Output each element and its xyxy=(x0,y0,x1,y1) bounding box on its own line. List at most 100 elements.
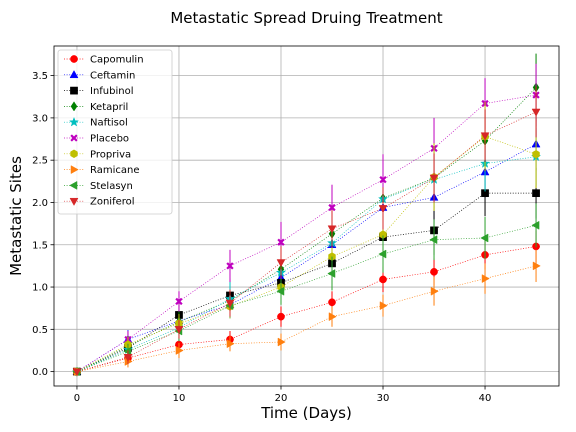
series-line xyxy=(76,192,537,372)
series-zoniferol xyxy=(72,86,541,377)
legend-label: Capomulin xyxy=(90,55,144,66)
data-point xyxy=(72,368,82,377)
x-tick-label: 10 xyxy=(173,393,186,404)
data-point xyxy=(429,235,438,245)
data-point xyxy=(123,353,133,362)
y-tick-label: 2.5 xyxy=(32,156,48,167)
data-point xyxy=(175,346,184,355)
legend-marker xyxy=(69,197,79,206)
data-point xyxy=(277,337,286,347)
data-point xyxy=(226,339,235,349)
x-axis-label: Time (Days) xyxy=(260,404,352,422)
legend: Capomulin Ceftamin Infubinol Ketapril Naftis… xyxy=(57,49,173,215)
legend-label: Ramicane xyxy=(90,165,140,176)
data-point xyxy=(379,301,388,311)
legend-item-infubinol: Infubinol xyxy=(64,86,134,97)
series-line xyxy=(76,224,537,372)
legend-label: Zoniferol xyxy=(90,197,135,208)
legend-marker xyxy=(70,86,78,95)
legend-label: Infubinol xyxy=(90,86,134,97)
ticks: 0 10 20 30 40 0.0 0.5 1.0 1.5 2.0 2.5 3.0 3.5 xyxy=(32,71,491,404)
series-line xyxy=(76,94,537,372)
data-point xyxy=(532,261,541,271)
series-layer xyxy=(71,53,542,377)
data-point xyxy=(480,233,489,243)
series-line xyxy=(76,87,537,372)
x-tick-label: 40 xyxy=(479,393,492,404)
legend-marker xyxy=(68,116,80,127)
y-tick-label: 3.5 xyxy=(32,71,48,82)
x-tick-label: 20 xyxy=(275,393,288,404)
data-point xyxy=(174,326,184,335)
series-line xyxy=(76,111,537,372)
y-tick-label: 0.0 xyxy=(32,367,48,378)
legend-item-zoniferol: Zoniferol xyxy=(64,197,135,208)
y-axis-label: Metastatic Sites xyxy=(7,156,25,276)
legend-marker xyxy=(69,180,78,190)
data-point xyxy=(327,225,337,234)
data-point xyxy=(378,249,387,259)
data-point xyxy=(531,220,540,230)
data-point xyxy=(531,108,541,117)
legend-item-ceftamin: Ceftamin xyxy=(64,70,135,81)
legend-label: Placebo xyxy=(90,134,129,145)
data-point xyxy=(327,269,336,278)
legend-label: Propriva xyxy=(90,149,131,160)
data-point xyxy=(225,299,235,308)
data-point xyxy=(328,312,337,322)
data-point xyxy=(378,205,388,214)
legend-item-capomulin: Capomulin xyxy=(64,55,144,66)
series-line xyxy=(76,156,537,372)
legend-box xyxy=(57,49,173,215)
series-ramicane xyxy=(73,249,541,377)
legend-label: Ketapril xyxy=(90,102,128,113)
data-point xyxy=(276,286,285,296)
data-point xyxy=(328,298,336,307)
series-stelasyn xyxy=(72,203,540,377)
data-point xyxy=(429,174,439,183)
legend-marker xyxy=(70,101,78,112)
data-point xyxy=(379,275,387,284)
legend-marker xyxy=(70,55,78,63)
data-point xyxy=(277,312,285,321)
data-point xyxy=(123,346,132,356)
data-point xyxy=(328,203,336,212)
legend-marker xyxy=(70,149,78,159)
legend-label: Stelasyn xyxy=(90,181,133,192)
series-capomulin xyxy=(73,230,540,376)
data-point xyxy=(277,238,285,246)
series-line xyxy=(76,246,537,372)
data-point xyxy=(175,297,183,306)
x-tick-label: 30 xyxy=(377,393,390,404)
data-point xyxy=(430,267,438,276)
y-tick-label: 2.0 xyxy=(32,198,48,209)
data-point xyxy=(379,175,387,184)
x-tick-label: 0 xyxy=(74,393,80,404)
legend-label: Ceftamin xyxy=(90,70,135,81)
data-point xyxy=(481,274,490,284)
y-tick-label: 3.0 xyxy=(32,113,48,124)
legend-marker xyxy=(70,165,79,175)
chart-title: Metastatic Spread Druing Treatment xyxy=(170,9,442,27)
data-point xyxy=(532,149,540,159)
plot-frame xyxy=(53,45,560,387)
legend-item-ramicane: Ramicane xyxy=(64,165,140,176)
data-point xyxy=(480,132,490,141)
series-line xyxy=(76,265,537,372)
y-tick-label: 0.5 xyxy=(32,325,48,336)
data-point xyxy=(226,262,234,270)
y-tick-label: 1.0 xyxy=(32,283,48,294)
y-tick-label: 1.5 xyxy=(32,240,48,251)
legend-marker xyxy=(69,70,79,79)
legend-item-ketapril: Ketapril xyxy=(64,101,128,113)
data-point xyxy=(430,286,439,296)
data-point xyxy=(532,189,540,198)
legend-item-stelasyn: Stelasyn xyxy=(64,181,133,192)
legend-item-placebo: Placebo xyxy=(64,134,129,145)
legend-item-propriva: Propriva xyxy=(64,149,131,160)
legend-item-naftisol: Naftisol xyxy=(64,116,128,129)
legend-marker xyxy=(70,134,78,142)
data-point xyxy=(276,259,286,268)
legend-label: Naftisol xyxy=(90,118,128,129)
